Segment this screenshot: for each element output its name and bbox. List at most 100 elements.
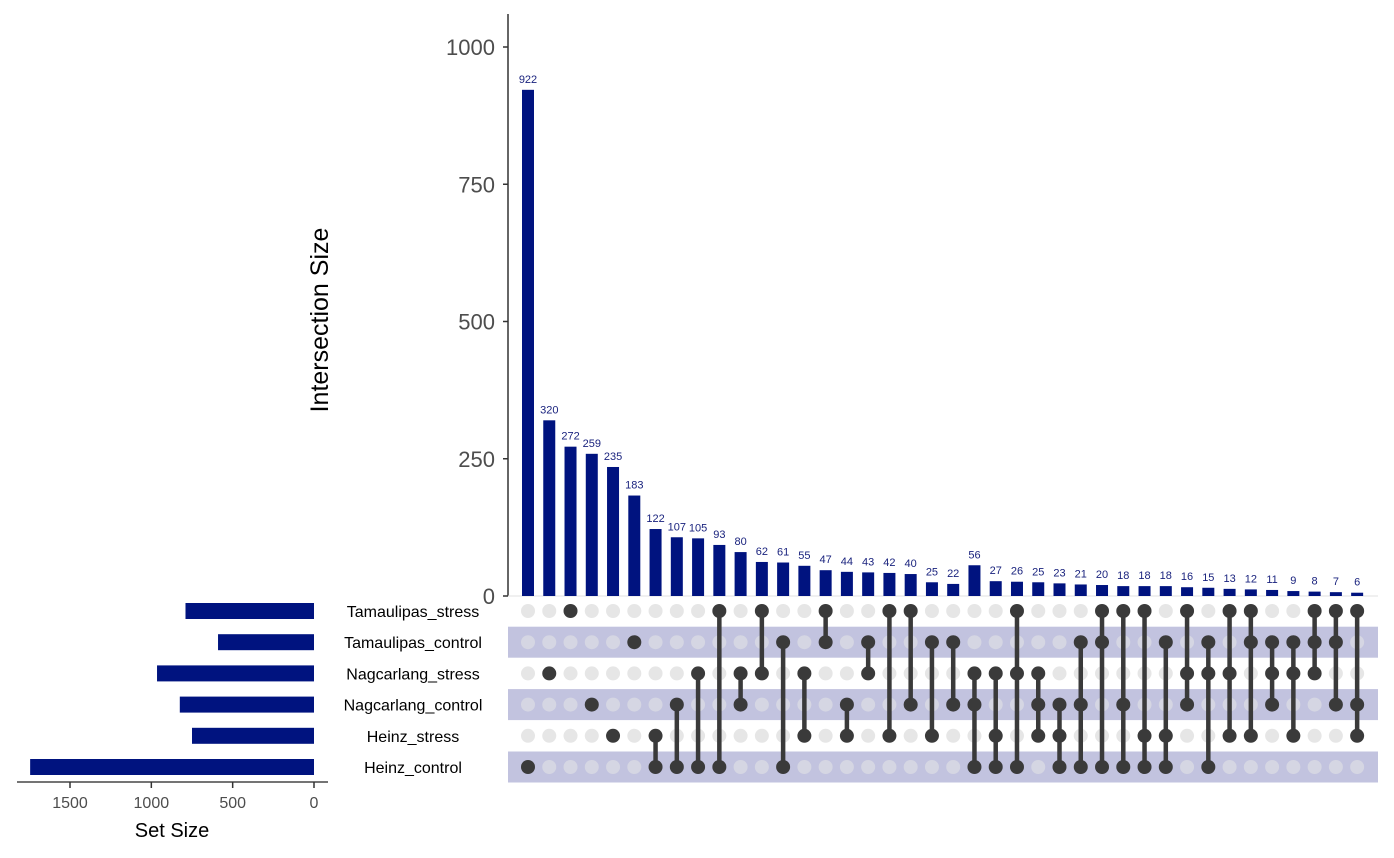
matrix-dot-active xyxy=(1052,728,1067,743)
matrix-dot-inactive xyxy=(733,604,748,618)
set-size-axis: 1500 1000 500 0 xyxy=(17,781,328,812)
intersection-bar xyxy=(713,544,726,596)
matrix-dot-inactive xyxy=(1031,604,1046,618)
intersection-bar xyxy=(904,574,917,596)
matrix-dot-inactive xyxy=(839,760,854,774)
matrix-dot-active xyxy=(1031,728,1046,743)
matrix-dot-inactive xyxy=(861,697,876,712)
matrix-dot-inactive xyxy=(861,728,876,743)
matrix-dot-active xyxy=(839,697,854,712)
intersection-bar-label: 18 xyxy=(1160,570,1172,582)
matrix-dot-active xyxy=(924,635,939,650)
set-size-axis-tick-label: 500 xyxy=(219,795,246,812)
matrix-dot-inactive xyxy=(733,635,748,650)
matrix-dot-inactive xyxy=(1073,604,1088,618)
matrix-dot-inactive xyxy=(542,604,557,618)
matrix-dot-inactive xyxy=(691,635,706,650)
matrix-dot-inactive xyxy=(669,635,684,650)
matrix-dot-inactive xyxy=(967,604,982,618)
matrix-dot-inactive xyxy=(1180,728,1195,743)
matrix-dot-inactive xyxy=(1328,760,1343,774)
set-label: Heinz_stress xyxy=(367,729,459,746)
matrix-dot-inactive xyxy=(563,760,578,774)
matrix-dot-inactive xyxy=(1052,635,1067,650)
matrix-dot-active xyxy=(542,666,557,681)
matrix-dot-active xyxy=(1052,760,1067,774)
intersection-bar-label: 6 xyxy=(1354,577,1360,589)
intersection-bar-label: 235 xyxy=(604,451,622,463)
matrix-dot-active xyxy=(1116,697,1131,712)
matrix-dot-inactive xyxy=(839,666,854,681)
matrix-dot-inactive xyxy=(733,728,748,743)
matrix-dot-active xyxy=(627,635,642,650)
matrix-dot-active xyxy=(924,728,939,743)
matrix-dot-inactive xyxy=(839,604,854,618)
intersection-bar-label: 23 xyxy=(1053,567,1065,579)
intersection-bar-label: 122 xyxy=(646,513,664,525)
matrix-dot-active xyxy=(648,760,663,774)
intersection-bars xyxy=(522,89,1364,597)
intersection-bar xyxy=(692,538,705,596)
matrix-dot-active xyxy=(1180,697,1195,712)
intersection-bar xyxy=(1266,589,1279,596)
matrix-dot-inactive xyxy=(946,760,961,774)
set-size-axis-title: Set Size xyxy=(135,820,209,842)
matrix-dot-active xyxy=(1137,604,1152,618)
set-size-bar xyxy=(179,696,314,713)
matrix-dot-inactive xyxy=(691,604,706,618)
intersection-bar xyxy=(543,420,556,596)
matrix-dot-inactive xyxy=(946,728,961,743)
matrix-dot-active xyxy=(1265,635,1280,650)
matrix-dot-inactive xyxy=(627,697,642,712)
matrix-dot-inactive xyxy=(903,728,918,743)
matrix-dot-active xyxy=(1222,728,1237,743)
intersection-bar xyxy=(755,561,768,596)
matrix-dot-active xyxy=(1095,635,1110,650)
matrix-dot-active xyxy=(861,666,876,681)
matrix-dot-active xyxy=(1286,666,1301,681)
matrix-dot-inactive xyxy=(1265,728,1280,743)
matrix-dot-active xyxy=(648,728,663,743)
matrix-dot-active xyxy=(1243,635,1258,650)
intersection-bar-label: 18 xyxy=(1138,570,1150,582)
intersection-size-axis-title: Intersection Size xyxy=(306,228,334,413)
matrix-dot-inactive xyxy=(1350,760,1365,774)
matrix-dot-inactive xyxy=(988,635,1003,650)
set-label: Tamaulipas_control xyxy=(344,635,482,652)
intersection-axis-tick-label: 250 xyxy=(458,447,495,472)
matrix-dot-inactive xyxy=(648,666,663,681)
intersection-bar-label: 7 xyxy=(1333,576,1339,588)
intersection-bar xyxy=(968,565,981,596)
matrix-dot-inactive xyxy=(967,635,982,650)
intersection-bar-label: 183 xyxy=(625,480,643,492)
intersection-bar-label: 15 xyxy=(1202,572,1214,584)
matrix-dot-active xyxy=(1307,635,1322,650)
intersection-bar xyxy=(1032,582,1045,596)
matrix-dot-inactive xyxy=(542,635,557,650)
intersection-bar-label: 93 xyxy=(713,529,725,541)
intersection-bar xyxy=(989,581,1002,596)
intersection-bar xyxy=(1159,586,1172,596)
matrix-dot-active xyxy=(818,604,833,618)
intersection-bar-label: 61 xyxy=(777,547,789,559)
matrix-dot-inactive xyxy=(648,604,663,618)
matrix-dot-inactive xyxy=(1328,728,1343,743)
matrix-dot-active xyxy=(946,697,961,712)
matrix-dot-inactive xyxy=(1307,697,1322,712)
matrix-dot-active xyxy=(1158,760,1173,774)
matrix-dot-inactive xyxy=(584,604,599,618)
intersection-bar xyxy=(670,537,683,596)
intersection-bar-label: 21 xyxy=(1075,568,1087,580)
matrix-dot-inactive xyxy=(606,760,621,774)
matrix-dot-active xyxy=(1009,760,1024,774)
matrix-dot-active xyxy=(1116,604,1131,618)
matrix-dot-inactive xyxy=(521,666,535,681)
matrix-dot-inactive xyxy=(669,604,684,618)
matrix-dot-active xyxy=(1265,697,1280,712)
intersection-bar-label: 42 xyxy=(883,557,895,569)
matrix-dot-active xyxy=(691,760,706,774)
matrix-dot-inactive xyxy=(1031,635,1046,650)
matrix-dot-inactive xyxy=(1031,760,1046,774)
matrix-dot-inactive xyxy=(521,635,535,650)
matrix-dot-inactive xyxy=(627,760,642,774)
